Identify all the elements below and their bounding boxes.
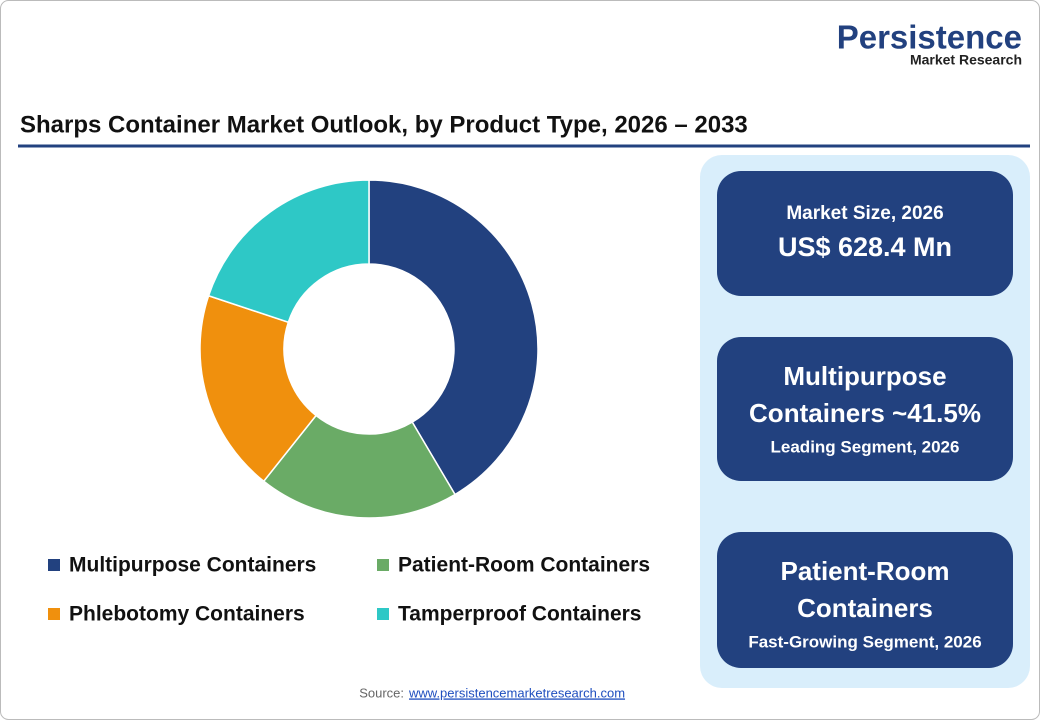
stat-card (717, 532, 1013, 668)
logo-name: Persistence (837, 19, 1022, 56)
source-label: Source: (359, 685, 404, 700)
legend-swatch (48, 608, 60, 620)
legend-swatch (377, 608, 389, 620)
chart-title: Sharps Container Market Outlook, by Prod… (20, 111, 748, 138)
stat-heading: Market Size, 2026 (786, 203, 943, 224)
legend-label: Multipurpose Containers (69, 554, 316, 577)
stat-note: Fast-Growing Segment, 2026 (748, 632, 981, 651)
stat-note: Leading Segment, 2026 (771, 437, 960, 456)
donut-slice (262, 414, 457, 519)
donut-slice (199, 294, 318, 483)
legend: Multipurpose Containers Patient-Room Cont… (48, 554, 650, 626)
stat-heading: Containers ~41.5% (749, 398, 981, 428)
stat-panels: Market Size, 2026 US$ 628.4 Mn Multipurpos… (717, 171, 1013, 668)
legend-swatch (48, 559, 60, 571)
legend-label: Tamperproof Containers (398, 603, 641, 626)
donut-slice (207, 179, 370, 324)
stat-heading: Containers (797, 593, 933, 623)
stat-card (717, 337, 1013, 481)
stat-heading: Multipurpose (783, 361, 946, 391)
legend-label: Patient-Room Containers (398, 554, 650, 577)
logo-sub: Market Research (910, 52, 1022, 68)
stat-card (717, 171, 1013, 296)
legend-swatch (377, 559, 389, 571)
source-link: www.persistencemarketresearch.com (408, 685, 625, 700)
stat-heading: Patient-Room (781, 556, 950, 586)
donut-slice (368, 179, 539, 496)
legend-label: Phlebotomy Containers (69, 603, 305, 626)
stat-value: US$ 628.4 Mn (778, 232, 952, 262)
donut (199, 179, 539, 519)
